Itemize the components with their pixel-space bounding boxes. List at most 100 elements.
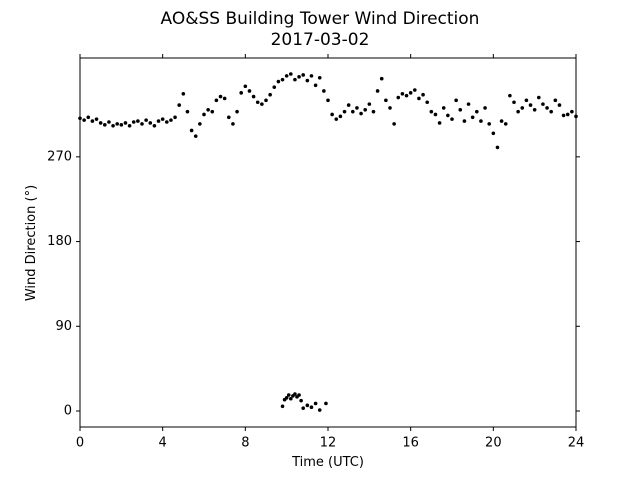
- data-point: [160, 117, 165, 121]
- data-point: [214, 98, 219, 103]
- data-point: [177, 103, 181, 107]
- data-point: [400, 91, 405, 96]
- data-point: [280, 77, 285, 82]
- data-point: [317, 75, 322, 80]
- data-point: [479, 119, 483, 123]
- data-point: [574, 114, 578, 119]
- data-point: [222, 96, 227, 101]
- data-point: [483, 106, 487, 110]
- data-point: [86, 115, 91, 120]
- x-axis-label: Time (UTC): [291, 455, 364, 470]
- data-point: [107, 120, 111, 124]
- x-tick-label: 4: [159, 436, 167, 451]
- data-point: [458, 107, 463, 112]
- data-point: [276, 79, 281, 84]
- data-point: [524, 98, 529, 103]
- data-point: [516, 109, 520, 114]
- data-point: [206, 107, 210, 112]
- data-point: [324, 401, 328, 406]
- data-point: [371, 109, 376, 114]
- data-point: [193, 134, 198, 138]
- data-point: [487, 122, 492, 126]
- data-point: [359, 111, 363, 116]
- data-point: [346, 103, 351, 107]
- data-point: [94, 117, 99, 121]
- data-point: [520, 106, 525, 110]
- data-point: [532, 107, 537, 112]
- data-point: [326, 98, 330, 103]
- data-point: [268, 92, 272, 97]
- data-point: [413, 88, 417, 92]
- data-point: [239, 91, 243, 95]
- data-point: [165, 120, 169, 124]
- data-point: [499, 119, 504, 123]
- y-tick-label: 270: [47, 149, 72, 164]
- data-point: [351, 109, 355, 114]
- data-point: [264, 98, 268, 103]
- data-point: [185, 109, 190, 114]
- data-point: [284, 74, 289, 78]
- data-point: [293, 77, 297, 82]
- data-point: [454, 98, 458, 103]
- data-point: [127, 123, 132, 128]
- data-point: [570, 109, 574, 114]
- data-point: [305, 78, 310, 83]
- y-axis-label: Wind Direction (°): [24, 185, 39, 301]
- data-point: [561, 113, 566, 118]
- data-point: [322, 89, 326, 93]
- data-point: [446, 113, 450, 118]
- data-point: [466, 102, 471, 106]
- x-tick-label: 16: [402, 436, 419, 451]
- data-point: [260, 102, 264, 106]
- data-point: [210, 109, 215, 114]
- data-point: [553, 98, 558, 103]
- data-point: [243, 84, 248, 89]
- data-point: [305, 403, 310, 408]
- data-point: [375, 89, 380, 93]
- data-point: [309, 74, 314, 78]
- data-point: [355, 106, 359, 110]
- data-point: [98, 121, 103, 125]
- data-point: [528, 103, 533, 107]
- data-point: [313, 401, 318, 406]
- x-tick-label: 20: [485, 436, 502, 451]
- data-point: [82, 118, 86, 122]
- data-point: [251, 94, 256, 99]
- chart-subtitle: 2017-03-02: [271, 30, 370, 50]
- y-tick-label: 0: [64, 403, 72, 418]
- data-point: [280, 404, 285, 409]
- data-point: [227, 115, 231, 120]
- data-point: [475, 109, 479, 114]
- data-point: [334, 117, 339, 121]
- data-point: [144, 118, 148, 122]
- data-point: [169, 118, 173, 122]
- data-point: [103, 123, 107, 127]
- data-point: [508, 93, 512, 98]
- data-point: [131, 120, 136, 124]
- data-point: [450, 117, 454, 121]
- data-point: [136, 119, 140, 123]
- data-point: [123, 121, 128, 125]
- data-point: [235, 109, 239, 114]
- data-point: [173, 115, 177, 120]
- data-point: [545, 106, 549, 110]
- data-point: [417, 96, 421, 101]
- data-point: [565, 112, 570, 117]
- data-point: [549, 109, 553, 114]
- data-point: [512, 100, 516, 105]
- data-point: [286, 393, 291, 397]
- data-point: [78, 116, 82, 121]
- data-point: [429, 109, 434, 114]
- data-point: [148, 121, 153, 125]
- data-point: [156, 119, 161, 123]
- data-point: [115, 122, 119, 126]
- data-point: [330, 112, 334, 117]
- data-point: [289, 396, 293, 401]
- data-point: [421, 92, 425, 97]
- data-point: [470, 115, 475, 120]
- data-point: [309, 405, 314, 410]
- data-point: [202, 112, 206, 117]
- data-point: [433, 112, 438, 117]
